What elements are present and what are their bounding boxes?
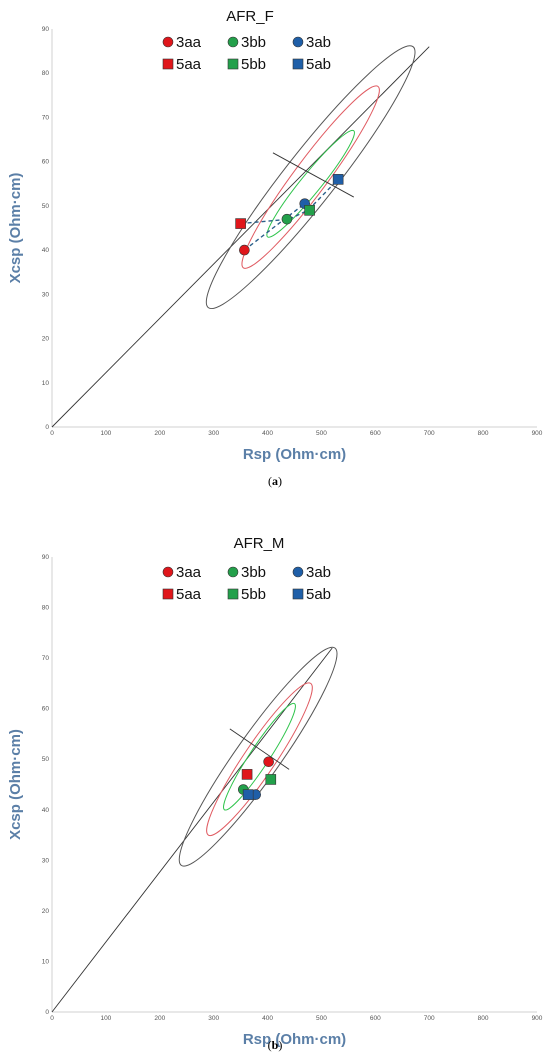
- chart-a-point-3bb: [281, 213, 293, 225]
- chart-b-legend-marker-3aa: [162, 566, 174, 578]
- chart-a-tolerance-segment: [272, 152, 354, 198]
- chart-a-legend-label-5bb: 5bb: [241, 56, 266, 73]
- chart-b-legend-label-3aa: 3aa: [176, 564, 202, 581]
- chart-a-legend-marker-5bb: [227, 58, 239, 70]
- chart-b-legend-label-5aa: 5aa: [176, 586, 202, 603]
- chart-b-x-tick-label: 500: [316, 1015, 327, 1022]
- chart-b-y-axis-title: Xcsp (Ohm·cm): [7, 729, 24, 840]
- chart-b-reference-line: [51, 647, 333, 1013]
- chart-a-title: AFR_F: [226, 8, 274, 25]
- chart-b-x-tick-label: 600: [370, 1015, 381, 1022]
- chart-a-legend-label-3ab: 3ab: [306, 34, 331, 51]
- chart-b-x-tick-label: 700: [424, 1015, 435, 1022]
- chart-b-y-tick-label: 40: [42, 807, 50, 814]
- chart-a-y-tick-label: 60: [42, 159, 50, 166]
- chart-panel-a: 0 100 200 300 400 500 600 700 800 900 0 10 20 30 40 50 6…: [0, 0, 550, 500]
- chart-a-x-tick-label: 600: [370, 430, 381, 437]
- chart-a-x-tick-label: 900: [532, 430, 543, 437]
- chart-b-y-tick-label: 90: [42, 554, 50, 561]
- chart-a-legend-marker-3bb: [227, 36, 239, 48]
- chart-a-x-tick-label: 0: [50, 430, 54, 437]
- chart-b-svg: 0 100 200 300 400 500 600 700 800 900 0 10 20 30 40 50 6…: [7, 535, 543, 1048]
- chart-a-reference-line: [51, 46, 430, 428]
- chart-a-x-tick-label: 300: [208, 430, 219, 437]
- caption-b: (b): [267, 1038, 283, 1052]
- chart-a-legend-marker-3ab: [292, 36, 304, 48]
- chart-a-x-tick-label: 400: [262, 430, 273, 437]
- chart-a-legend-label-3aa: 3aa: [176, 34, 202, 51]
- chart-a-y-tick-label: 90: [42, 26, 50, 33]
- chart-b-x-tick-label: 200: [154, 1015, 165, 1022]
- chart-b-tolerance-segment: [229, 728, 290, 770]
- chart-a-point-5bb: [304, 205, 315, 216]
- chart-a-x-tick-label: 500: [316, 430, 327, 437]
- chart-a-x-tick-label: 700: [424, 430, 435, 437]
- caption-a-text: a: [272, 474, 278, 488]
- chart-a-legend-label-3bb: 3bb: [241, 34, 266, 51]
- chart-a-connector-line: [243, 203, 306, 251]
- chart-b-y-tick-label: 80: [42, 605, 50, 612]
- chart-b-x-tick-label: 900: [532, 1015, 543, 1022]
- chart-a-y-tick-label: 50: [42, 203, 50, 210]
- chart-b-y-tick-label: 10: [42, 958, 50, 965]
- chart-b-legend-label-3ab: 3ab: [306, 564, 331, 581]
- chart-b-y-tick-label: 50: [42, 756, 50, 763]
- chart-a-middle-ellipse: [241, 85, 380, 269]
- chart-a-legend-marker-5ab: [292, 58, 304, 70]
- chart-b-point-5ab: [242, 789, 254, 800]
- chart-a-legend-marker-5aa: [162, 58, 174, 70]
- chart-panel-b: 0 100 200 300 400 500 600 700 800 900 0 10 20 30 40 50 6…: [0, 515, 550, 1061]
- caption-a: (a): [268, 474, 282, 488]
- chart-a-x-tick-label: 800: [478, 430, 489, 437]
- chart-a-y-tick-label: 10: [42, 380, 50, 387]
- chart-b-x-tick-label: 300: [208, 1015, 219, 1022]
- chart-b-legend-label-3bb: 3bb: [241, 564, 266, 581]
- chart-b-legend-marker-3bb: [227, 566, 239, 578]
- chart-a-legend-marker-3aa: [162, 36, 174, 48]
- chart-b-y-tick-label: 70: [42, 655, 50, 662]
- chart-b-legend-label-5bb: 5bb: [241, 586, 266, 603]
- chart-b-x-axis-title: Rsp (Ohm·cm): [243, 1031, 346, 1048]
- chart-b-point-5aa: [241, 769, 253, 780]
- chart-b-x-tick-label: 400: [262, 1015, 273, 1022]
- chart-a-legend-label-5aa: 5aa: [176, 56, 202, 73]
- chart-a-y-tick-label: 70: [42, 114, 50, 121]
- chart-b-title: AFR_M: [234, 535, 285, 552]
- chart-b-legend-marker-5bb: [227, 588, 239, 600]
- chart-b-point-3aa: [263, 756, 274, 768]
- chart-b-outer-ellipse: [178, 646, 338, 867]
- chart-a-y-tick-label: 20: [42, 336, 50, 343]
- chart-b-y-tick-label: 60: [42, 706, 50, 713]
- chart-b-legend-marker-3ab: [292, 566, 304, 578]
- chart-a-outer-ellipse: [205, 45, 416, 310]
- chart-b-x-tick-label: 0: [50, 1015, 54, 1022]
- chart-a-x-axis-title: Rsp (Ohm·cm): [243, 446, 346, 463]
- chart-a-point-3aa: [239, 244, 250, 256]
- chart-a-y-axis-title: Xcsp (Ohm·cm): [7, 173, 24, 284]
- chart-a-legend-label-5ab: 5ab: [306, 56, 331, 73]
- chart-b-legend-marker-5aa: [162, 588, 174, 600]
- chart-b-y-tick-label: 30: [42, 857, 50, 864]
- chart-a-x-tick-label: 100: [100, 430, 111, 437]
- chart-a-inner-ellipse: [266, 129, 355, 238]
- chart-b-point-5bb: [265, 774, 277, 785]
- chart-b-x-tick-label: 800: [478, 1015, 489, 1022]
- chart-a-x-tick-label: 200: [154, 430, 165, 437]
- chart-b-legend-label-5ab: 5ab: [306, 586, 331, 603]
- chart-b-x-tick-label: 100: [100, 1015, 111, 1022]
- chart-a-svg: 0 100 200 300 400 500 600 700 800 900 0 10 20 30 40 50 6…: [7, 8, 543, 463]
- chart-a-connector-line: [240, 178, 339, 225]
- chart-a-y-tick-label: 80: [42, 70, 50, 77]
- caption-b-text: b: [271, 1038, 279, 1052]
- chart-a-y-tick-label: 30: [42, 291, 50, 298]
- chart-b-y-tick-label: 0: [45, 1009, 49, 1016]
- chart-b-y-tick-label: 20: [42, 908, 50, 915]
- chart-b-middle-ellipse: [206, 682, 313, 837]
- chart-a-y-tick-label: 40: [42, 247, 50, 254]
- chart-a-point-5aa: [235, 218, 246, 229]
- chart-b-legend-marker-5ab: [292, 588, 304, 600]
- chart-a-point-5ab: [332, 174, 344, 185]
- chart-a-y-tick-label: 0: [45, 424, 49, 431]
